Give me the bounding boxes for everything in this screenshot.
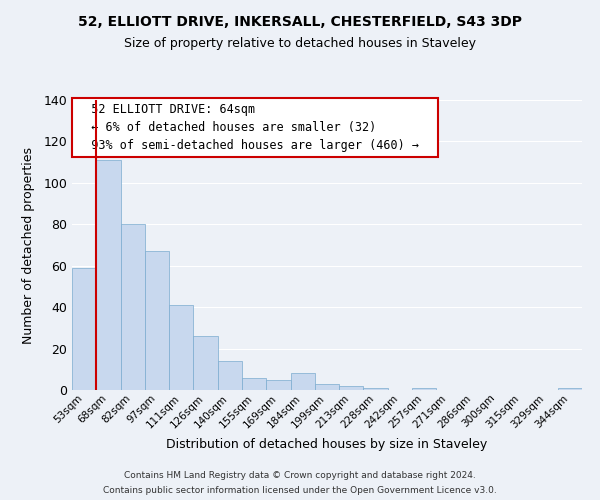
Bar bbox=[339, 386, 364, 390]
Text: 52 ELLIOTT DRIVE: 64sqm
  ← 6% of detached houses are smaller (32)
  93% of semi: 52 ELLIOTT DRIVE: 64sqm ← 6% of detached… bbox=[77, 103, 433, 152]
Text: 52, ELLIOTT DRIVE, INKERSALL, CHESTERFIELD, S43 3DP: 52, ELLIOTT DRIVE, INKERSALL, CHESTERFIE… bbox=[78, 15, 522, 29]
Text: Size of property relative to detached houses in Staveley: Size of property relative to detached ho… bbox=[124, 38, 476, 51]
Bar bbox=[121, 224, 145, 390]
Bar bbox=[558, 388, 582, 390]
Bar bbox=[290, 374, 315, 390]
Bar bbox=[412, 388, 436, 390]
Bar bbox=[242, 378, 266, 390]
Bar bbox=[266, 380, 290, 390]
Bar bbox=[169, 305, 193, 390]
Bar bbox=[72, 268, 96, 390]
Y-axis label: Number of detached properties: Number of detached properties bbox=[22, 146, 35, 344]
Bar bbox=[96, 160, 121, 390]
Bar bbox=[364, 388, 388, 390]
Bar bbox=[218, 361, 242, 390]
Text: Contains public sector information licensed under the Open Government Licence v3: Contains public sector information licen… bbox=[103, 486, 497, 495]
Text: Contains HM Land Registry data © Crown copyright and database right 2024.: Contains HM Land Registry data © Crown c… bbox=[124, 471, 476, 480]
Bar bbox=[145, 251, 169, 390]
Bar bbox=[315, 384, 339, 390]
X-axis label: Distribution of detached houses by size in Staveley: Distribution of detached houses by size … bbox=[166, 438, 488, 451]
Bar bbox=[193, 336, 218, 390]
